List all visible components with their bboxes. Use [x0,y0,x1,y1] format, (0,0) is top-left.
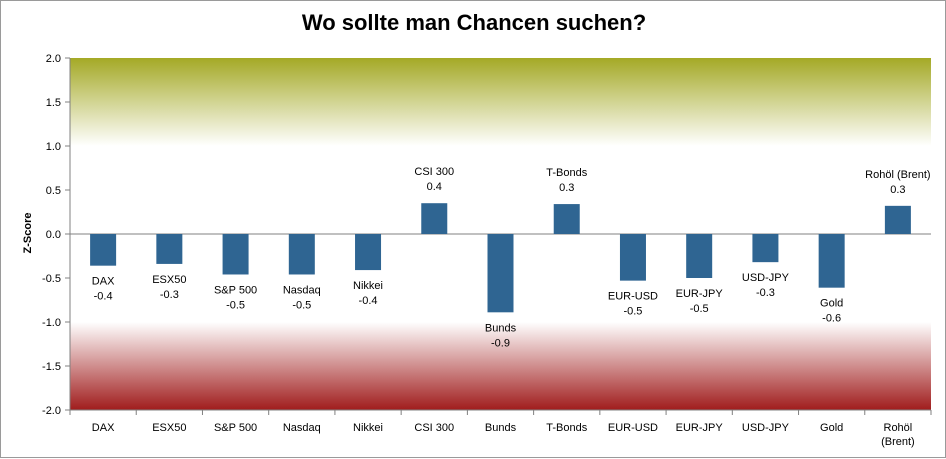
bar [818,234,845,288]
data-label: Bunds [485,322,517,334]
y-tick-label: 0.0 [46,229,61,241]
x-tick-label: (Brent) [881,436,915,448]
y-tick-label: -2.0 [42,405,61,417]
y-tick-label: 1.5 [46,97,61,109]
bar [288,234,315,275]
data-label: ESX50 [152,274,186,286]
data-label: 0.3 [890,184,905,196]
y-tick-label: 0.5 [46,185,61,197]
bar [884,205,911,234]
x-tick-label: Nasdaq [283,422,321,434]
chart-title: Wo sollte man Chancen suchen? [301,10,647,35]
upper-band [70,58,931,146]
x-tick-label: S&P 500 [214,422,257,434]
x-tick-label: EUR-USD [608,422,658,434]
data-label: Gold [820,298,843,310]
x-tick-label: Bunds [485,422,517,434]
bar [553,204,580,234]
data-label: Nikkei [353,280,383,292]
x-tick-label: Nikkei [353,422,383,434]
bar [355,234,382,271]
bar [156,234,183,264]
bar [686,234,713,278]
data-label: S&P 500 [214,284,257,296]
x-tick-label: Rohöl [884,422,913,434]
data-label: -0.6 [822,313,841,325]
x-tick-label: Gold [820,422,843,434]
y-tick-label: 1.0 [46,141,61,153]
bar [619,234,646,281]
y-axis-label: Z-Score [22,213,34,254]
x-tick-label: T-Bonds [546,422,587,434]
data-label: EUR-JPY [676,288,724,300]
x-tick-label: DAX [92,422,115,434]
data-label: Nasdaq [283,284,321,296]
x-tick-label: CSI 300 [414,422,454,434]
data-label: T-Bonds [546,167,587,179]
data-label: -0.4 [94,291,113,303]
data-label: -0.5 [690,303,709,315]
bar [90,234,117,266]
x-tick-label: USD-JPY [742,422,790,434]
bar [222,234,249,275]
y-tick-label: -1.5 [42,361,61,373]
x-tick-label: EUR-JPY [676,422,724,434]
x-tick-label: ESX50 [152,422,186,434]
bar [487,234,514,313]
data-label: 0.3 [559,182,574,194]
data-label: -0.3 [160,289,179,301]
data-label: -0.5 [292,299,311,311]
data-label: -0.4 [359,295,378,307]
data-label: -0.5 [226,299,245,311]
y-tick-label: -1.0 [42,317,61,329]
data-label: DAX [92,276,115,288]
data-label: -0.5 [623,306,642,318]
lower-band [70,322,931,410]
data-label: Rohöl (Brent) [865,169,930,181]
bar [421,203,448,234]
data-label: CSI 300 [414,166,454,178]
data-label: USD-JPY [742,272,790,284]
data-label: EUR-USD [608,291,658,303]
data-label: -0.9 [491,337,510,349]
data-label: 0.4 [427,181,442,193]
y-tick-label: -0.5 [42,273,61,285]
y-tick-label: 2.0 [46,53,61,65]
data-label: -0.3 [756,287,775,299]
bar [752,234,779,263]
